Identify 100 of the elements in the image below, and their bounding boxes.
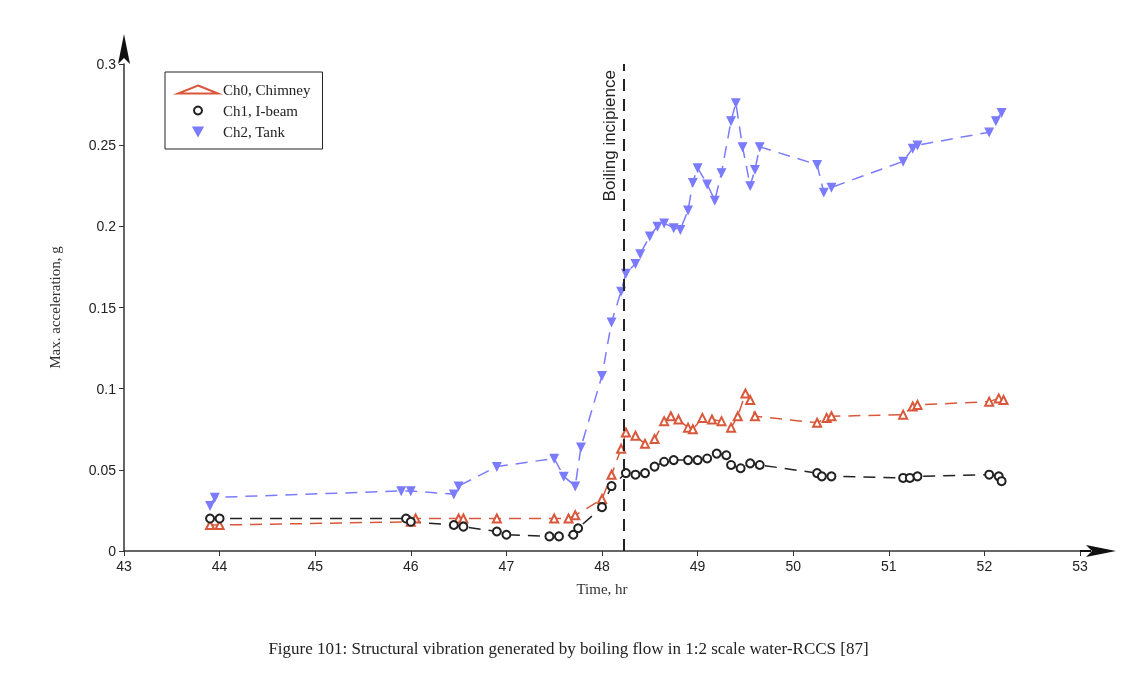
point <box>458 513 469 524</box>
point <box>996 476 1007 487</box>
point <box>549 453 559 464</box>
point <box>606 469 617 480</box>
point <box>735 463 746 474</box>
point <box>458 521 469 532</box>
point <box>649 433 660 444</box>
point <box>984 469 995 480</box>
point <box>396 486 406 496</box>
point <box>606 317 617 327</box>
ref-line-label: Boiling incipience <box>599 70 619 202</box>
point <box>659 416 670 427</box>
point <box>570 510 581 521</box>
y-tick-label: 0.3 <box>96 56 117 72</box>
y-tick-label: 0.25 <box>88 137 117 154</box>
y-tick-label: 0.1 <box>96 380 117 397</box>
point <box>597 371 607 381</box>
point <box>449 489 459 499</box>
x-tick-label: 53 <box>1072 558 1088 574</box>
point <box>912 399 923 410</box>
point <box>716 416 727 427</box>
point <box>501 529 512 540</box>
point <box>702 179 712 189</box>
x-axis-title: Time, hr <box>576 580 628 597</box>
point <box>205 513 216 524</box>
x-tick-label: 50 <box>785 558 802 574</box>
x-tick-label: 48 <box>594 558 610 574</box>
x-tick-label: 45 <box>307 558 324 574</box>
x-tick-label: 49 <box>689 558 706 574</box>
point <box>645 231 655 241</box>
point <box>675 224 685 235</box>
point <box>754 459 765 470</box>
point <box>688 177 698 188</box>
caption: Figure 101: Structural vibration generated by boiling flow in 1:2 scale water-RCCS [87] <box>268 639 869 658</box>
point <box>912 471 923 482</box>
x-tick-label: 46 <box>403 558 419 574</box>
point <box>711 448 722 459</box>
y-tick-label: 0.05 <box>88 461 117 478</box>
point <box>826 471 837 482</box>
point <box>740 388 751 399</box>
point <box>816 471 827 482</box>
point <box>693 163 703 173</box>
legend-label: Ch0, Chimney <box>223 81 311 98</box>
point <box>553 531 564 542</box>
x-tick-label: 43 <box>116 558 132 574</box>
point <box>710 195 720 205</box>
point <box>665 411 676 422</box>
point <box>668 455 679 466</box>
point <box>454 481 464 491</box>
point <box>448 520 459 531</box>
point <box>716 168 727 178</box>
point <box>749 411 760 422</box>
point <box>640 438 651 449</box>
point <box>576 442 586 452</box>
point <box>630 259 641 269</box>
point <box>673 414 684 425</box>
point <box>731 98 741 108</box>
point <box>692 455 703 466</box>
point <box>997 108 1007 118</box>
point <box>697 412 708 423</box>
point <box>620 468 631 479</box>
point <box>491 513 502 524</box>
point <box>559 471 569 481</box>
point <box>745 181 755 191</box>
point <box>205 500 215 511</box>
y-axis-title: Max. acceleration, g <box>46 245 63 369</box>
point <box>649 461 660 472</box>
point <box>737 142 748 152</box>
point <box>702 453 713 464</box>
point <box>597 502 607 513</box>
point <box>683 455 694 466</box>
x-tick-label: 51 <box>881 558 897 574</box>
point <box>898 409 909 420</box>
point <box>549 513 560 524</box>
point <box>726 459 737 470</box>
point <box>750 164 760 175</box>
point <box>640 468 651 479</box>
point <box>630 469 641 480</box>
point <box>570 481 580 491</box>
point <box>732 411 743 422</box>
point <box>214 513 225 524</box>
point <box>812 160 822 170</box>
point <box>726 116 736 126</box>
point <box>721 450 732 461</box>
point <box>492 461 502 472</box>
y-tick-label: 0.2 <box>96 218 117 235</box>
point <box>904 472 915 483</box>
point <box>819 187 829 197</box>
point <box>573 523 584 534</box>
x-tick-label: 44 <box>211 558 228 574</box>
point <box>826 182 837 192</box>
legend-label: Ch2, Tank <box>223 123 286 140</box>
point <box>687 424 698 435</box>
point <box>210 492 220 503</box>
x-tick-label: 47 <box>498 558 515 574</box>
point <box>984 396 995 407</box>
y-tick-label: 0.15 <box>88 299 117 316</box>
point <box>652 221 663 231</box>
x-tick-label: 52 <box>976 558 993 574</box>
point <box>568 529 579 540</box>
